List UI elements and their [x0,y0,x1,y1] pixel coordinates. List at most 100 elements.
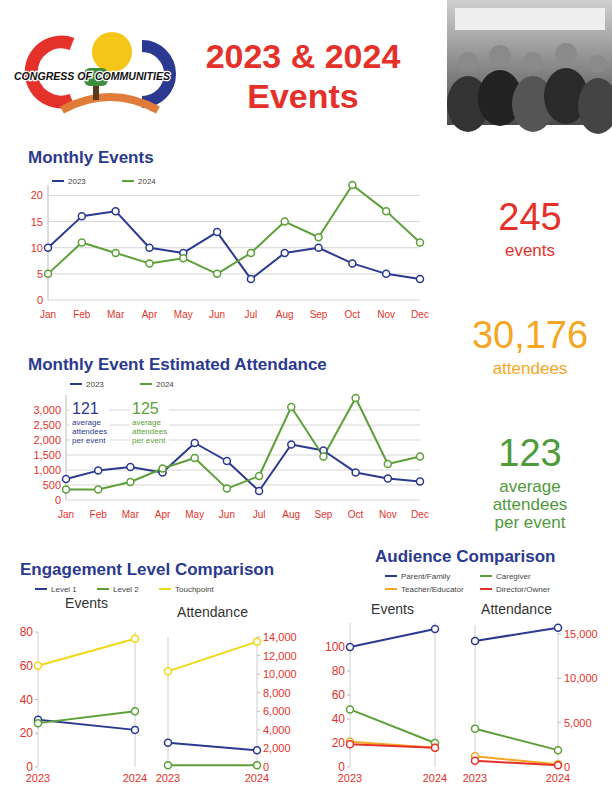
tick-label: 0 [37,294,43,306]
plot-axes: 02,0004,0006,0008,00010,00012,00014,0002… [156,631,297,784]
category-label: Dec [411,509,429,520]
tick-mark [257,674,260,675]
series-line [475,628,558,641]
annotation: 121averageattendeesper event [70,399,109,446]
series-marker [127,479,134,486]
grid-line [66,455,420,456]
category-label: Jan [40,309,56,320]
series-marker [281,218,288,225]
tick-mark [257,711,260,712]
tick-label: 1,500 [33,449,61,461]
annotation-text-line: average [132,418,161,427]
logo-text: CONGRESS OF COMMUNITIES [14,70,171,82]
stat-label: attendees [493,359,568,378]
axis-line [66,395,67,500]
panel-title: Attendance [177,604,248,620]
category-line [135,632,136,767]
series-marker [191,440,198,447]
series-marker [417,239,424,246]
series-marker [63,486,70,493]
series-marker [417,276,424,283]
series-line [475,729,558,750]
series-marker [288,441,295,448]
tick-mark [257,655,260,656]
tick-label: 10 [31,242,43,254]
stat-label: events [505,241,555,260]
series-marker [384,475,391,482]
legend-swatch [385,575,397,577]
category-line [558,625,559,767]
annotation-text-line: average [72,418,101,427]
category-label: Aug [282,509,300,520]
series-marker [383,270,390,277]
series-marker [472,637,479,644]
series-group [165,638,261,769]
series-line [475,761,558,765]
stat-value: 30,176 [472,314,588,356]
series-marker [432,744,439,751]
plot-axes: 05001,0001,5002,0002,5003,000JanFebMarAp… [33,395,428,520]
series-line [350,709,435,743]
grid-line [66,410,420,411]
category-label: 2024 [123,772,147,784]
tick-mark [257,637,260,638]
grid-line [48,273,420,274]
series-marker [349,260,356,267]
series-group [347,626,439,752]
grid-line [66,500,420,501]
tick-mark [558,678,561,679]
logo-shape [62,97,158,110]
series-marker [347,644,354,651]
annotation-value: 125 [132,400,159,417]
series-marker [78,213,85,220]
legend-swatch [480,588,492,590]
series-group [35,635,139,733]
stat-label-line: attendees [493,359,568,378]
logo-shape [93,86,99,100]
series-marker [165,668,172,675]
annotation: 125averageattendeesper event [130,399,169,446]
series-marker [254,747,261,754]
legend-swatch [52,180,64,182]
series-line [38,711,135,723]
series-line [38,639,135,666]
plot-axes: 02040608020232024 [20,625,148,784]
series-marker [256,473,263,480]
tick-mark [347,695,350,696]
category-label: Oct [345,309,361,320]
tick-label: 2,000 [263,742,291,754]
category-label: 2023 [338,772,362,784]
series-line [48,211,420,279]
series-marker [347,741,354,748]
legend-swatch [140,383,152,385]
legend-swatch [122,180,134,182]
series-marker [281,249,288,256]
series-marker [555,762,562,769]
category-label: 2024 [245,772,269,784]
series-marker [112,249,119,256]
tick-label: 5,000 [564,717,592,729]
stat-label-line: events [505,241,555,260]
annotation-text-line: per event [132,436,166,445]
panel-title: Events [65,595,108,611]
photo-figure [555,43,577,65]
chart-title: Monthly Event Estimated Attendance [28,355,327,374]
tick-label: 6,000 [263,705,291,717]
stat-value: 245 [498,196,561,238]
series-marker [247,276,254,283]
series-marker [432,626,439,633]
tick-label: 12,000 [263,650,297,662]
series-marker [254,638,261,645]
series-marker [146,260,153,267]
annotation-text: averageattendeesper event [132,418,167,445]
legend-swatch [385,588,397,590]
category-label: May [174,309,193,320]
tick-mark [35,699,38,700]
tick-label: 20 [332,736,346,750]
legend: Level 1Level 2Touchpoint [35,585,214,594]
chart-title: Monthly Events [28,148,154,167]
tick-mark [35,733,38,734]
tick-label: 100 [325,640,345,654]
grid-line [48,247,420,248]
legend-label: 2023 [68,177,86,186]
